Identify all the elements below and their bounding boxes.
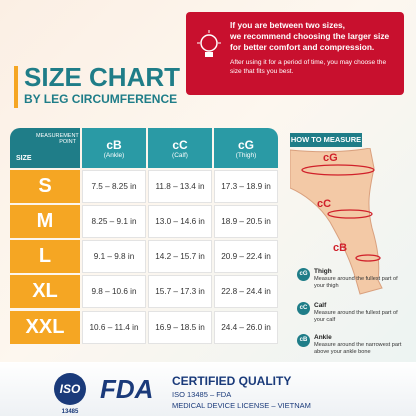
size-range: 10.6 – 11.4 in <box>82 311 146 344</box>
legend-code: cG <box>297 268 310 281</box>
legend-text: Measure around the fullest part of your … <box>314 310 398 323</box>
footer-line: MEDICAL DEVICE LICENSE – VIETNAM <box>172 401 311 410</box>
column-code: cC <box>172 137 188 152</box>
corner-top: MEASUREMENT POINT <box>36 133 79 145</box>
size-range: 8.25 – 9.1 in <box>82 205 146 238</box>
size-range: 24.4 – 26.0 in <box>214 311 278 344</box>
size-label: M <box>10 205 80 238</box>
size-range: 9.8 – 10.6 in <box>82 275 146 308</box>
size-label: XL <box>10 275 80 308</box>
column-header: cB (Ankle) <box>82 128 146 168</box>
footer-title: CERTIFIED QUALITY <box>172 374 292 388</box>
column-code: cB <box>106 137 122 152</box>
size-range: 13.0 – 14.6 in <box>148 205 212 238</box>
size-range: 18.9 – 20.5 in <box>214 205 278 238</box>
size-table: MEASUREMENT POINT SIZE cB (Ankle) cC (Calf) cG… <box>10 128 278 346</box>
column-name: (Calf) <box>172 151 188 159</box>
how-to-measure-title: HOW TO MEASURE <box>290 133 362 147</box>
subtitle: BY LEG CIRCUMFERENCE <box>24 92 178 106</box>
fda-logo: FDA <box>100 374 154 404</box>
notice-line: for better comfort and compression. <box>230 42 375 52</box>
column-name: (Thigh) <box>235 151 257 159</box>
notice-line: we recommend choosing the larger size <box>230 31 390 41</box>
legend-name: Calf <box>314 302 327 309</box>
column-code: cG <box>237 137 254 152</box>
legend-item: cG Thigh Measure around the fullest part o… <box>297 268 415 298</box>
size-range: 7.5 – 8.25 in <box>82 170 146 203</box>
legend-item: cC Calf Measure around the fullest part of… <box>297 302 415 332</box>
accent-bar <box>14 66 18 108</box>
iso-text: ISO <box>60 382 81 396</box>
notice-line: If you are between two sizes, <box>230 20 345 30</box>
legend-code: cB <box>297 334 310 347</box>
leg-label: cG <box>323 152 338 164</box>
column-header: cC (Calf) <box>148 128 212 168</box>
iso-number: 13485 <box>62 409 79 414</box>
title: SIZE CHART <box>24 62 180 92</box>
legend-name: Ankle <box>314 334 332 341</box>
size-label: XXL <box>10 311 80 344</box>
size-range: 16.9 – 18.5 in <box>148 311 212 344</box>
size-range: 9.1 – 9.8 in <box>82 240 146 273</box>
legend-item: cB Ankle Measure around the narrowest part… <box>297 334 415 364</box>
notice-note: After using it for a period of time, you… <box>230 59 387 75</box>
size-range: 17.3 – 18.9 in <box>214 170 278 203</box>
size-label: S <box>10 170 80 203</box>
footer-line: ISO 13485 – FDA <box>172 390 232 399</box>
notice-box: If you are between two sizes, we recomme… <box>186 12 404 95</box>
legend-text: Measure around the narrowest part above … <box>314 342 402 355</box>
legend-code: cC <box>297 302 310 315</box>
iso-logo: ISO 13485 <box>54 373 86 414</box>
table-corner: MEASUREMENT POINT SIZE <box>10 128 80 168</box>
size-range: 22.8 – 24.4 in <box>214 275 278 308</box>
size-range: 14.2 – 15.7 in <box>148 240 212 273</box>
column-header: cG (Thigh) <box>214 128 278 168</box>
size-range: 11.8 – 13.4 in <box>148 170 212 203</box>
size-range: 20.9 – 22.4 in <box>214 240 278 273</box>
column-name: (Ankle) <box>103 151 125 159</box>
legend-text: Measure around the fullest part of your … <box>314 276 398 289</box>
leg-label: cB <box>333 242 348 254</box>
legend-name: Thigh <box>314 268 332 275</box>
corner-bottom: SIZE <box>16 155 32 162</box>
leg-label: cC <box>317 198 332 210</box>
size-label: L <box>10 240 80 273</box>
leg-illustration <box>290 148 383 295</box>
footer: ISO 13485 FDA CERTIFIED QUALITY ISO 1348… <box>0 362 416 416</box>
size-range: 15.7 – 17.3 in <box>148 275 212 308</box>
bulb-icon <box>197 30 221 57</box>
